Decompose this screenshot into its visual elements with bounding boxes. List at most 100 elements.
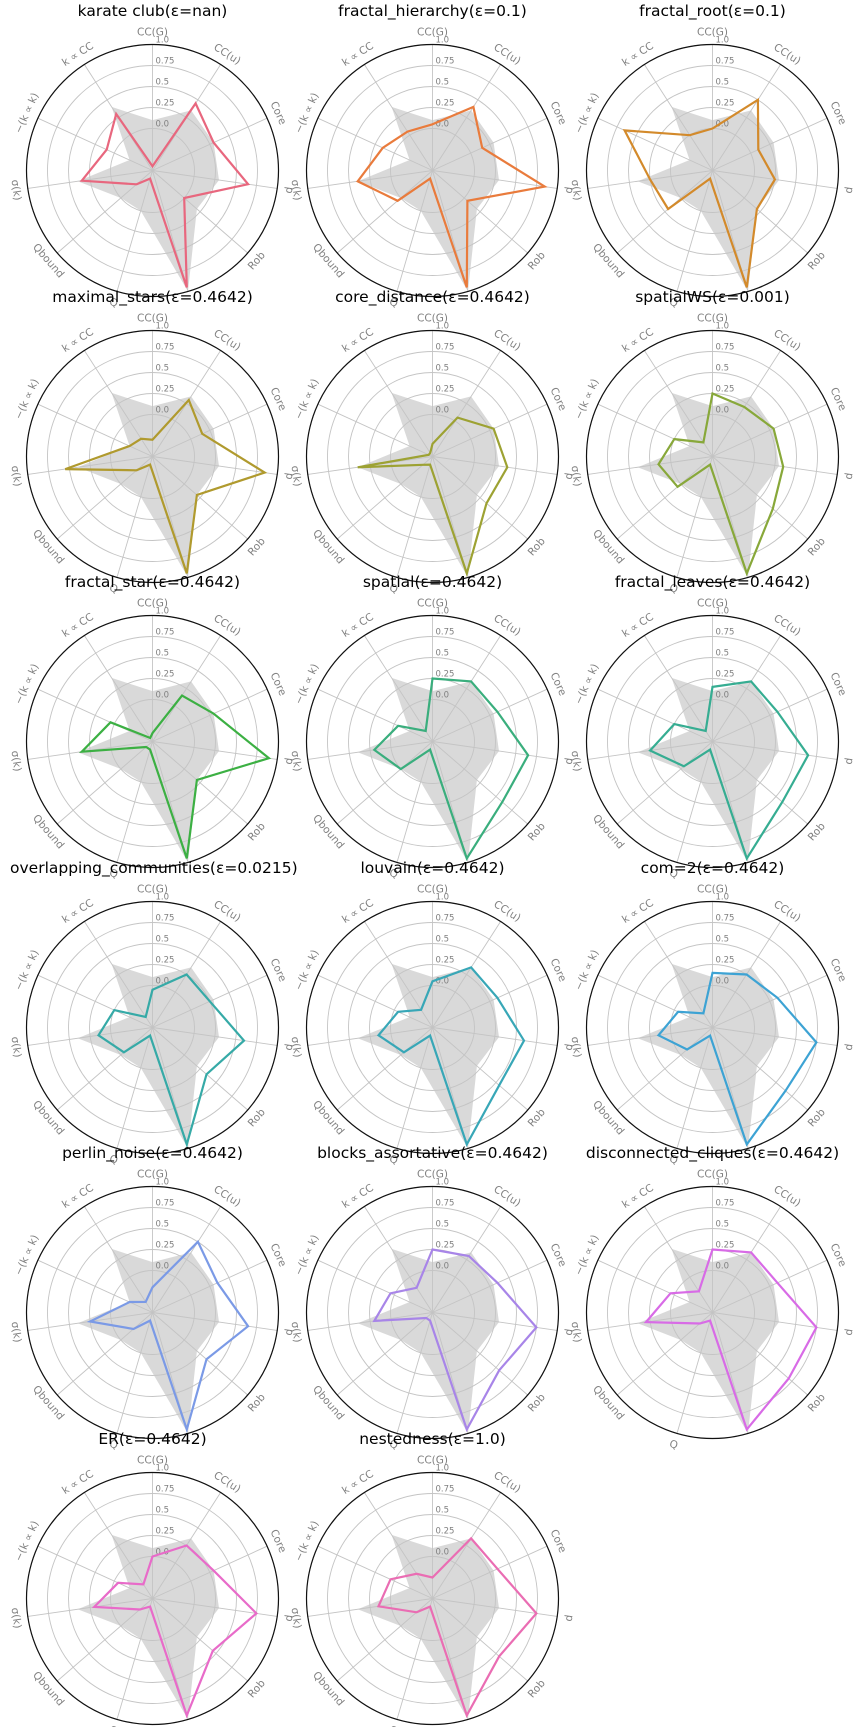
angular-gridline <box>337 1026 433 1110</box>
angular-gridline <box>337 741 433 825</box>
series-line <box>643 1248 818 1432</box>
axis-label: CC(G) <box>417 312 448 324</box>
axis-label: d <box>563 1042 576 1050</box>
axis-label: −(k ∝ k) <box>573 91 602 135</box>
axis-label: −(k ∝ k) <box>573 376 602 420</box>
axis-label: Qbound <box>590 812 626 851</box>
polar-frame <box>585 43 840 298</box>
axis-label: Q <box>388 867 399 881</box>
radar-plot: 0.0 0.25 0.5 0.75 1.0CC(G) CC(u) Core d Rob Q Qbou… <box>8 312 295 595</box>
angular-gridline <box>712 1206 781 1313</box>
radial-tick-label: 0.0 <box>436 691 450 701</box>
angular-gridline <box>317 974 433 1028</box>
axis-label: d <box>563 471 576 479</box>
axis-label: −(k ∝ k) <box>573 1233 602 1277</box>
angular-gridline <box>337 455 433 539</box>
axis-label: σ(k) <box>568 1035 583 1057</box>
axis-label: d <box>283 1042 296 1050</box>
axis-label: Q <box>668 867 679 881</box>
axis-label: k ∝ CC <box>60 1182 96 1211</box>
polar-frame <box>305 43 560 298</box>
angular-gridline <box>617 1312 713 1396</box>
angular-gridline <box>116 1597 153 1720</box>
angular-gridline <box>432 455 558 475</box>
angular-gridline <box>27 1597 153 1617</box>
panel-title: fractal_root(ε=0.1) <box>639 2 786 20</box>
polar-frame <box>25 900 280 1154</box>
axis-label: Rob <box>806 535 828 558</box>
radar-panel: blocks_assortative(ε=0.4642) 0.0 0.25 0.5 0.… <box>288 1144 575 1452</box>
axis-label: Qbound <box>30 1098 66 1137</box>
axis-label: CC(G) <box>137 883 168 895</box>
axis-label: Core <box>267 385 288 412</box>
axis-label: CC(G) <box>697 883 728 895</box>
radial-tick-label: 0.25 <box>436 670 455 680</box>
axis-label: k ∝ CC <box>60 1467 96 1496</box>
axis-label: σ(k) <box>568 179 583 201</box>
polar-frame <box>585 614 840 869</box>
angular-gridline <box>37 1545 153 1599</box>
radial-tick-label: 0.75 <box>156 628 175 638</box>
radial-tick-label: 0.5 <box>716 78 730 88</box>
radial-tick-label: 0.5 <box>156 1505 170 1515</box>
polar-frame <box>585 900 840 1154</box>
angular-gridline <box>152 1597 248 1681</box>
radial-tick-label: 0.25 <box>156 99 175 109</box>
angular-gridline <box>712 635 781 742</box>
radar-panel: spatialWS(ε=0.001) 0.0 0.25 0.5 0.75 1.0 CC(G)… <box>568 288 855 596</box>
angular-gridline <box>307 1026 433 1046</box>
axis-label: Q <box>108 581 119 595</box>
axis-label: Rob <box>526 1106 548 1129</box>
polar-frame <box>305 614 560 869</box>
axis-label: Qbound <box>590 1098 626 1137</box>
angular-gridline <box>84 1491 153 1599</box>
axis-label: d <box>563 757 576 765</box>
angular-gridline <box>432 635 501 742</box>
axis-label: Core <box>547 100 568 127</box>
radial-tick-label: 0.75 <box>436 342 455 352</box>
panel-title: nestedness(ε=1.0) <box>359 1429 506 1448</box>
angular-gridline <box>364 1491 433 1599</box>
axis-label: Q <box>108 1152 119 1166</box>
angular-gridline <box>432 1026 558 1046</box>
axis-label: Qbound <box>590 527 626 566</box>
angular-gridline <box>712 403 828 457</box>
axis-label: Q <box>668 296 679 310</box>
radial-tick-label: 0.25 <box>156 384 175 394</box>
axis-label: σ(k) <box>8 179 23 201</box>
angular-gridline <box>152 1259 268 1313</box>
radial-tick-label: 1.0 <box>436 607 450 617</box>
axis-label: Rob <box>806 1106 828 1129</box>
angular-gridline <box>152 1312 248 1396</box>
radar-plot: 0.0 0.25 0.5 0.75 1.0CC(G) CC(u) Core d Rob Q Qbou… <box>568 1169 855 1452</box>
radial-tick-label: 1.0 <box>436 892 450 902</box>
angular-gridline <box>432 349 501 457</box>
axis-label: Qbound <box>30 241 66 280</box>
panel-title: core_distance(ε=0.4642) <box>335 287 530 306</box>
axis-label: σ(k) <box>288 464 303 486</box>
angular-gridline <box>152 688 268 742</box>
reference-area <box>637 106 779 292</box>
polar-frame <box>25 329 280 583</box>
axis-label: σ(k) <box>8 1035 23 1057</box>
angular-gridline <box>27 1026 153 1046</box>
axis-label: d <box>283 757 296 765</box>
series-line <box>91 1543 259 1719</box>
radial-tick-label: 0.0 <box>436 405 450 415</box>
axis-label: Rob <box>526 535 548 558</box>
angular-gridline <box>432 741 528 825</box>
radial-tick-label: 0.5 <box>156 1220 170 1230</box>
axis-label: CC(G) <box>137 598 168 610</box>
radial-tick-label: 1.0 <box>436 1463 450 1473</box>
axis-label: Q <box>108 1438 119 1452</box>
axis-label: Rob <box>246 1106 268 1129</box>
angular-gridline <box>597 688 713 742</box>
series-line <box>97 972 246 1148</box>
radial-tick-label: 0.25 <box>716 384 735 394</box>
axis-label: σ(k) <box>288 1606 303 1628</box>
radar-panel: spatial(ε=0.4642) 0.0 0.25 0.5 0.75 1.0 CC(G) C… <box>288 573 576 881</box>
axis-label: d <box>843 186 856 194</box>
radial-tick-label: 0.0 <box>156 405 170 415</box>
radial-tick-label: 0.25 <box>716 99 735 109</box>
angular-gridline <box>712 117 828 171</box>
